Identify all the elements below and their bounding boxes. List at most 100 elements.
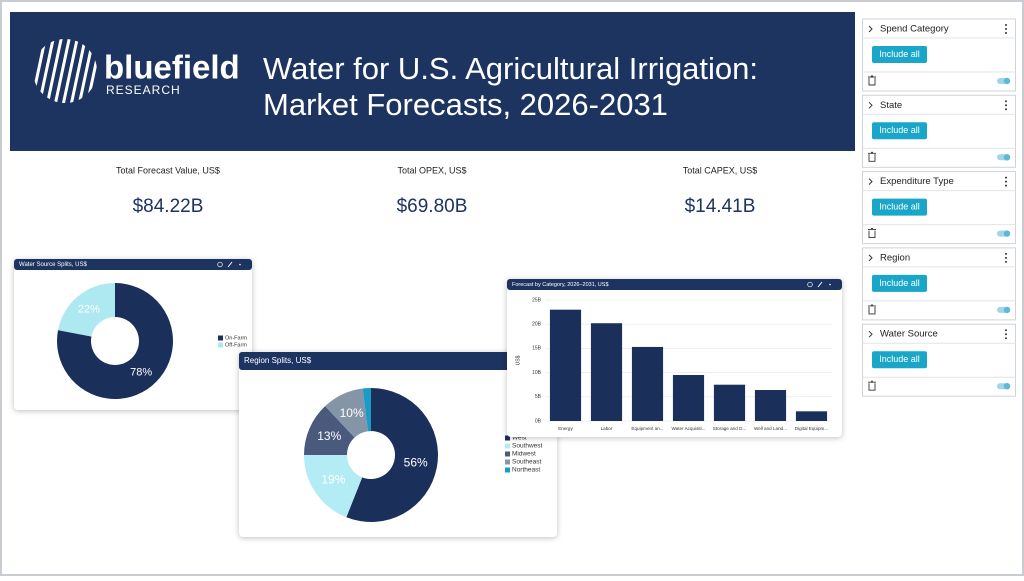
bar	[549, 309, 582, 421]
legend-swatch	[505, 459, 510, 465]
menu-dot[interactable]	[1005, 28, 1007, 30]
chart-card: Region Splits, US$ 56% 19% 13% 10% WestSouthw…	[239, 352, 557, 537]
include-all-label[interactable]: Include all	[879, 49, 920, 59]
menu-dot[interactable]	[1005, 252, 1007, 255]
legend-label: West	[512, 435, 527, 442]
filter-card: Expenditure Type Include all	[862, 171, 1016, 245]
donut-slice	[58, 283, 115, 337]
y-axis-label: US$	[515, 355, 521, 365]
card-title: Region Splits, US$	[244, 356, 312, 365]
legend-swatch	[505, 467, 510, 473]
donut-slice	[304, 455, 363, 518]
include-all-label[interactable]: Include all	[879, 354, 920, 364]
menu-dot[interactable]	[1005, 329, 1007, 332]
expand-chevron[interactable]	[868, 178, 873, 185]
delete-icon[interactable]	[868, 228, 876, 239]
toggle-knob[interactable]	[1003, 230, 1011, 237]
toggle-knob[interactable]	[1003, 77, 1011, 85]
menu-dot[interactable]	[1005, 256, 1007, 259]
x-tick-label: Digital Equipm...	[795, 426, 828, 431]
menu-dot[interactable]	[1005, 108, 1007, 111]
include-all-label[interactable]: Include all	[879, 201, 920, 211]
include-all-label[interactable]: Include all	[879, 278, 920, 288]
delete-icon[interactable]	[868, 151, 876, 162]
include-all-label[interactable]: Include all	[879, 125, 920, 135]
delete-icon[interactable]	[868, 380, 876, 391]
slice-label: 56%	[404, 456, 428, 470]
filter-name: Region	[880, 252, 910, 263]
delete-icon[interactable]	[868, 304, 876, 315]
x-tick-label: Equipment an...	[631, 426, 663, 431]
menu-dot[interactable]	[1005, 337, 1007, 340]
toggle-knob[interactable]	[1003, 306, 1011, 314]
slice-label: 10%	[340, 406, 364, 420]
menu-dot[interactable]	[1005, 184, 1007, 187]
legend-label: Northeast	[512, 467, 540, 474]
header-banner	[10, 12, 855, 151]
edit-icon[interactable]	[817, 281, 823, 288]
bar	[713, 384, 746, 421]
y-tick-label: 20B	[532, 322, 542, 328]
card-header	[14, 259, 252, 270]
expand-chevron[interactable]	[868, 25, 873, 33]
toggle-knob[interactable]	[1003, 154, 1011, 161]
x-tick-label: Well and Land...	[754, 426, 787, 431]
menu-dot[interactable]	[1005, 176, 1007, 179]
y-tick-label: 10B	[532, 370, 542, 376]
more-icon[interactable]	[829, 283, 831, 286]
legend-swatch	[505, 451, 510, 457]
kpi-label: Total OPEX, US$	[397, 165, 466, 175]
brand-sub: RESEARCH	[106, 83, 181, 97]
menu-dot[interactable]	[1005, 333, 1007, 336]
slice-label: 19%	[321, 473, 345, 487]
expand-chevron[interactable]	[868, 101, 873, 109]
delete-icon[interactable]	[868, 75, 876, 86]
info-icon[interactable]	[807, 281, 813, 288]
filter-name: Spend Category	[880, 24, 949, 35]
include-all-button[interactable]	[872, 46, 927, 63]
donut-slice	[304, 406, 355, 455]
y-tick-label: 5B	[535, 394, 542, 400]
info-icon[interactable]	[217, 261, 223, 268]
filter-card: Spend Category Include all	[862, 18, 1016, 92]
card-header	[507, 279, 842, 290]
legend-label: Off-Farm	[225, 342, 247, 348]
include-all-button[interactable]	[872, 198, 927, 216]
include-all-button[interactable]	[872, 122, 927, 140]
menu-dot[interactable]	[1005, 100, 1007, 103]
bar	[672, 375, 705, 421]
expand-chevron[interactable]	[868, 330, 873, 338]
y-tick-label: 15B	[532, 346, 542, 352]
menu-dot[interactable]	[1005, 180, 1007, 183]
menu-dot[interactable]	[1005, 104, 1007, 107]
edit-icon[interactable]	[227, 261, 233, 268]
menu-dot[interactable]	[1005, 260, 1007, 263]
toggle-knob[interactable]	[1003, 383, 1011, 390]
filter-name: State	[880, 100, 902, 111]
y-tick-label: 0B	[535, 418, 542, 424]
include-all-button[interactable]	[872, 274, 927, 292]
legend-swatch	[218, 335, 223, 341]
page-title: Market Forecasts, 2026-2031	[263, 87, 668, 122]
legend-label: On-Farm	[225, 335, 247, 341]
filter-card: Region Include all	[862, 247, 1016, 321]
filter-card: State Include all	[862, 94, 1016, 168]
bar	[754, 390, 787, 421]
include-all-button[interactable]	[872, 351, 927, 369]
more-icon[interactable]	[239, 263, 241, 266]
donut-slice	[57, 283, 174, 399]
menu-dot[interactable]	[1005, 24, 1007, 26]
legend-swatch	[505, 443, 510, 449]
donut-slice	[346, 388, 439, 522]
donut-slice	[362, 388, 371, 432]
legend-label: Southwest	[512, 443, 543, 450]
donut-slice	[325, 388, 368, 438]
x-tick-label: Storage and D...	[713, 426, 746, 431]
menu-dot[interactable]	[1005, 32, 1007, 34]
page-title: Water for U.S. Agricultural Irrigation:	[263, 51, 758, 86]
expand-chevron[interactable]	[868, 254, 873, 262]
legend-swatch	[218, 342, 223, 348]
slice-label: 78%	[130, 366, 152, 378]
